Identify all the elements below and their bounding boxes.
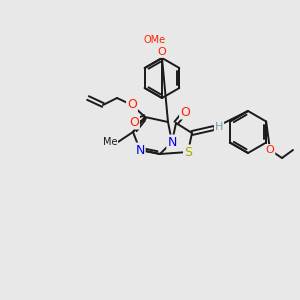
Text: Me: Me [103, 137, 117, 147]
Text: N: N [135, 143, 145, 157]
Text: OMe: OMe [144, 35, 166, 45]
Text: O: O [127, 98, 137, 112]
Text: H: H [215, 122, 223, 132]
Text: O: O [129, 116, 139, 128]
Text: O: O [180, 106, 190, 118]
Text: O: O [266, 145, 274, 155]
Text: O: O [158, 47, 166, 57]
Text: N: N [167, 136, 177, 148]
Text: S: S [184, 146, 192, 158]
